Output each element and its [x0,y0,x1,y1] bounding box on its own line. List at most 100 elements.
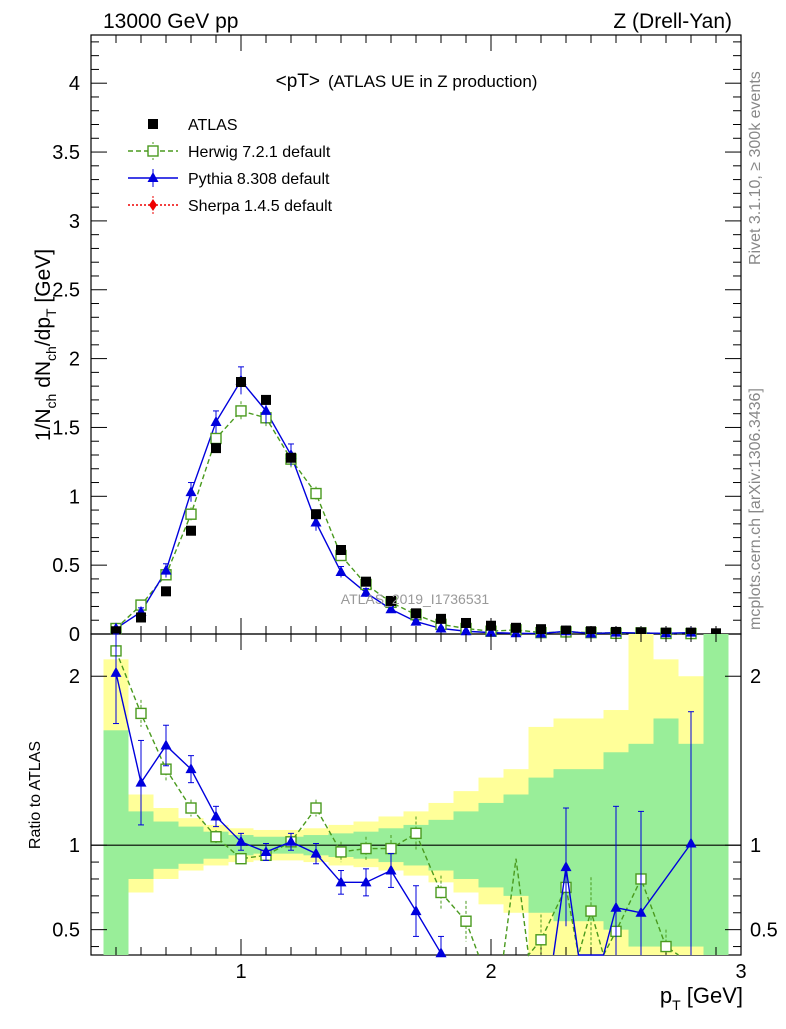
herwig-point [235,405,247,417]
ratio-pythia-point [610,901,622,912]
legend-marker [147,172,159,182]
ratio-pythia-point [335,876,347,887]
legend-label: ATLAS [188,117,238,134]
pythia-point [460,625,472,636]
ratio-pythia-point [435,947,447,958]
ratio-y-tick-label-left: 0.5 [52,920,80,942]
ratio-pythia-point [210,810,222,821]
ratio-herwig-point [360,842,372,855]
ratio-herwig-point [135,707,147,720]
pythia-point [485,626,497,637]
ratio-pythia-point [110,666,122,677]
ratio-herwig-point [460,915,472,927]
y-axis-label: 1/Nch dNch/dpT [GeV] [32,249,59,441]
atlas-point [261,394,271,405]
atlas-point [661,627,671,634]
pythia-point [310,516,322,527]
pythia-point [335,566,347,577]
ratio-herwig-point [435,886,447,899]
ratio-pythia-point [385,864,397,875]
legend-marker [148,119,158,129]
main-series [110,366,721,640]
chart-title: <pT> [276,71,320,92]
header-right: Z (Drell-Yan) [613,10,732,33]
atlas-point [586,626,596,634]
legend-label: Sherpa 1.4.5 default [188,198,333,215]
atlas-point [236,377,246,388]
y-tick-label: 4 [69,73,80,95]
atlas-point [411,608,421,619]
y-tick-label: 2 [69,349,80,371]
ratio-pythia-point [235,835,247,846]
herwig-line [115,410,692,635]
atlas-point [111,626,121,634]
ratio-herwig-line [502,858,679,957]
band-green [703,634,729,955]
y-tick-label: 3 [69,211,80,233]
ratio-herwig-point [185,802,197,814]
y-tick-label: 1.5 [52,417,80,439]
ratio-y-tick-label-right: 2 [750,666,761,688]
rivet-label: Rivet 3.1.10, ≥ 300k events [747,71,764,265]
legend-label: Pythia 8.308 default [188,171,330,188]
atlas-point [161,586,171,597]
atlas-point [461,617,471,628]
legend-marker [149,199,157,211]
ratio-axis-ticks: 0.5 0.5 1 1 2 2 1 2 3 [52,634,778,983]
ratio-herwig-point [410,827,422,840]
mcplots-label: mcplots.cern.ch [arXiv:1306.3436] [747,388,764,630]
atlas-point [536,624,546,634]
atlas-point [686,627,696,634]
pythia-point [210,415,222,426]
watermark: ATLAS_2019_I1736531 [341,591,490,607]
pythia-point [160,564,172,575]
atlas-point [611,626,621,634]
pythia-point [385,603,397,614]
ratio-pythia-point [160,739,172,750]
x-tick-label: 1 [235,961,246,983]
ratio-y-tick-label-left: 2 [69,666,80,688]
y-tick-label: 2.5 [52,280,80,302]
ratio-pythia-point [310,847,322,858]
x-axis-label: pT [GeV] [660,983,743,1013]
legend-label: Herwig 7.2.1 default [188,144,331,161]
herwig-point [210,432,222,445]
ratio-y-tick-label-right: 1 [750,835,761,857]
ratio-herwig-line [115,650,467,922]
pythia-point [360,586,372,597]
atlas-point [386,595,396,606]
band-green [653,718,679,947]
ratio-series [110,633,697,958]
ratio-herwig-point [310,802,322,814]
atlas-point [286,452,296,463]
ratio-pythia-point [260,845,272,856]
ratio-herwig-point [585,905,597,917]
ratio-pythia-point [185,763,197,774]
atlas-point [361,576,371,587]
ratio-herwig-point [385,842,397,855]
ratio-herwig-point [535,934,547,946]
ratio-herwig-point [335,846,347,858]
pythia-point [185,486,197,497]
herwig-point [310,487,322,500]
ratio-y-tick-label-left: 1 [69,835,80,857]
x-tick-label: 2 [485,961,496,983]
ratio-pythia-point [360,876,372,887]
band-green [103,730,129,955]
herwig-point [185,508,197,520]
y-tick-label: 3.5 [52,142,80,164]
atlas-point [511,622,521,633]
atlas-point [336,545,346,556]
ratio-y-tick-label-right: 0.5 [750,920,778,942]
atlas-point [636,627,646,634]
pythia-point [435,622,447,633]
ratio-herwig-line [465,920,480,956]
header-left: 13000 GeV pp [103,10,238,33]
x-tick-label: 3 [735,961,746,983]
ratio-pythia-point [135,776,147,787]
legend: ATLAS Herwig 7.2.1 default Pythia 8.308 de… [128,117,333,215]
ratio-pythia-point [285,835,297,846]
y-tick-label: 0 [69,624,80,646]
ratio-pythia-point [560,861,572,872]
